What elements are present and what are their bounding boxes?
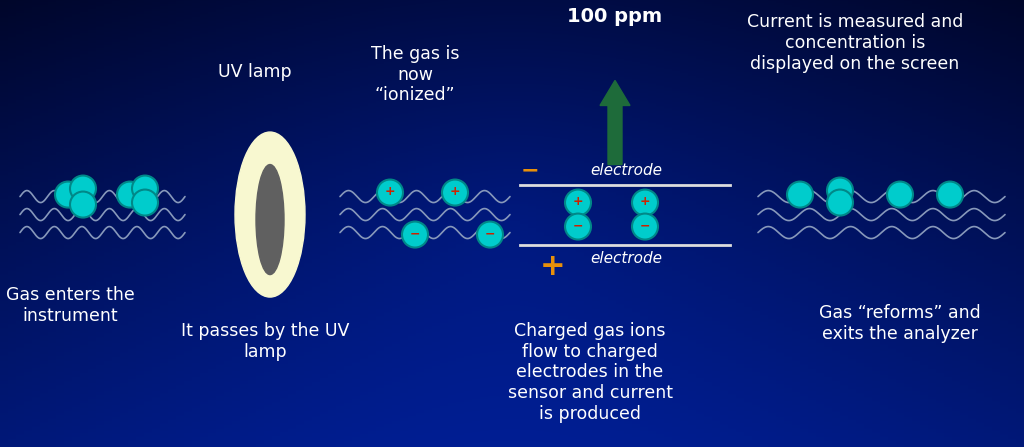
Circle shape bbox=[565, 190, 591, 215]
Ellipse shape bbox=[234, 132, 305, 297]
Text: The gas is
now
“ionized”: The gas is now “ionized” bbox=[371, 45, 459, 104]
Circle shape bbox=[787, 181, 813, 207]
Circle shape bbox=[827, 177, 853, 203]
Circle shape bbox=[132, 176, 158, 202]
FancyArrow shape bbox=[600, 80, 630, 164]
Circle shape bbox=[55, 181, 81, 207]
Circle shape bbox=[70, 192, 96, 218]
Circle shape bbox=[70, 176, 96, 202]
Circle shape bbox=[117, 181, 143, 207]
Circle shape bbox=[132, 190, 158, 215]
Text: Gas enters the
instrument: Gas enters the instrument bbox=[5, 286, 134, 325]
Text: +: + bbox=[450, 185, 461, 198]
Circle shape bbox=[937, 181, 963, 207]
Text: −: − bbox=[410, 227, 420, 240]
Text: −: − bbox=[484, 227, 496, 240]
Text: electrode: electrode bbox=[590, 251, 662, 266]
Text: UV lamp: UV lamp bbox=[218, 63, 292, 80]
Text: electrode: electrode bbox=[590, 163, 662, 178]
Circle shape bbox=[565, 214, 591, 240]
Text: −: − bbox=[640, 219, 650, 232]
Circle shape bbox=[477, 222, 503, 248]
Text: Gas “reforms” and
exits the analyzer: Gas “reforms” and exits the analyzer bbox=[819, 304, 981, 343]
Circle shape bbox=[887, 181, 913, 207]
Text: Current is measured and
concentration is
displayed on the screen: Current is measured and concentration is… bbox=[746, 13, 964, 73]
Circle shape bbox=[632, 214, 658, 240]
Text: +: + bbox=[385, 185, 395, 198]
Text: 100 ppm: 100 ppm bbox=[567, 7, 663, 26]
Text: −: − bbox=[520, 160, 540, 181]
Circle shape bbox=[442, 180, 468, 206]
Text: +: + bbox=[541, 252, 566, 281]
Text: −: − bbox=[572, 219, 584, 232]
Ellipse shape bbox=[256, 164, 284, 274]
Circle shape bbox=[402, 222, 428, 248]
Circle shape bbox=[827, 190, 853, 215]
Text: +: + bbox=[640, 195, 650, 208]
Text: It passes by the UV
lamp: It passes by the UV lamp bbox=[181, 322, 349, 361]
Circle shape bbox=[377, 180, 403, 206]
Circle shape bbox=[632, 190, 658, 215]
Text: +: + bbox=[572, 195, 584, 208]
Text: Charged gas ions
flow to charged
electrodes in the
sensor and current
is produce: Charged gas ions flow to charged electro… bbox=[508, 322, 673, 423]
